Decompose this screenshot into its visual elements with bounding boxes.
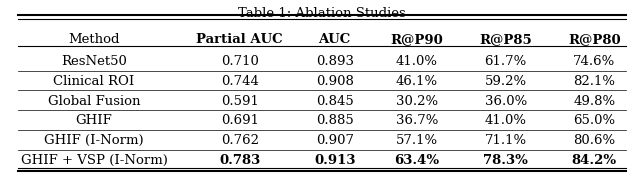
Text: 82.1%: 82.1%: [573, 75, 615, 88]
Text: 0.691: 0.691: [221, 114, 259, 127]
Text: 59.2%: 59.2%: [484, 75, 527, 88]
Text: Global Fusion: Global Fusion: [48, 95, 140, 108]
Text: 74.6%: 74.6%: [573, 55, 616, 68]
Text: R@P90: R@P90: [390, 33, 444, 46]
Text: 41.0%: 41.0%: [484, 114, 527, 127]
Text: 0.908: 0.908: [316, 75, 354, 88]
Text: 0.744: 0.744: [221, 75, 259, 88]
Text: 46.1%: 46.1%: [396, 75, 438, 88]
Text: R@P80: R@P80: [568, 33, 621, 46]
Text: 0.710: 0.710: [221, 55, 259, 68]
Text: Table 1: Ablation Studies: Table 1: Ablation Studies: [238, 7, 406, 20]
Text: 41.0%: 41.0%: [396, 55, 438, 68]
Text: 30.2%: 30.2%: [396, 95, 438, 108]
Text: 65.0%: 65.0%: [573, 114, 615, 127]
Text: 63.4%: 63.4%: [394, 154, 440, 167]
Text: 49.8%: 49.8%: [573, 95, 615, 108]
Text: 0.913: 0.913: [314, 154, 355, 167]
Text: 0.885: 0.885: [316, 114, 353, 127]
Text: 57.1%: 57.1%: [396, 134, 438, 147]
Text: 71.1%: 71.1%: [484, 134, 527, 147]
Text: 0.907: 0.907: [316, 134, 354, 147]
Text: 78.3%: 78.3%: [483, 154, 528, 167]
Text: AUC: AUC: [319, 33, 351, 46]
Text: 0.845: 0.845: [316, 95, 353, 108]
Text: Method: Method: [68, 33, 120, 46]
Text: GHIF + VSP (I-Norm): GHIF + VSP (I-Norm): [20, 154, 168, 167]
Text: 0.762: 0.762: [221, 134, 259, 147]
Text: 0.893: 0.893: [316, 55, 354, 68]
Text: ResNet50: ResNet50: [61, 55, 127, 68]
Text: 84.2%: 84.2%: [572, 154, 617, 167]
Text: Partial AUC: Partial AUC: [196, 33, 283, 46]
Text: 80.6%: 80.6%: [573, 134, 615, 147]
Text: 0.591: 0.591: [221, 95, 259, 108]
Text: GHIF: GHIF: [76, 114, 113, 127]
Text: Clinical ROI: Clinical ROI: [53, 75, 134, 88]
Text: R@P85: R@P85: [479, 33, 532, 46]
Text: 61.7%: 61.7%: [484, 55, 527, 68]
Text: 0.783: 0.783: [219, 154, 260, 167]
Text: 36.0%: 36.0%: [484, 95, 527, 108]
Text: 36.7%: 36.7%: [396, 114, 438, 127]
Text: GHIF (I-Norm): GHIF (I-Norm): [44, 134, 144, 147]
